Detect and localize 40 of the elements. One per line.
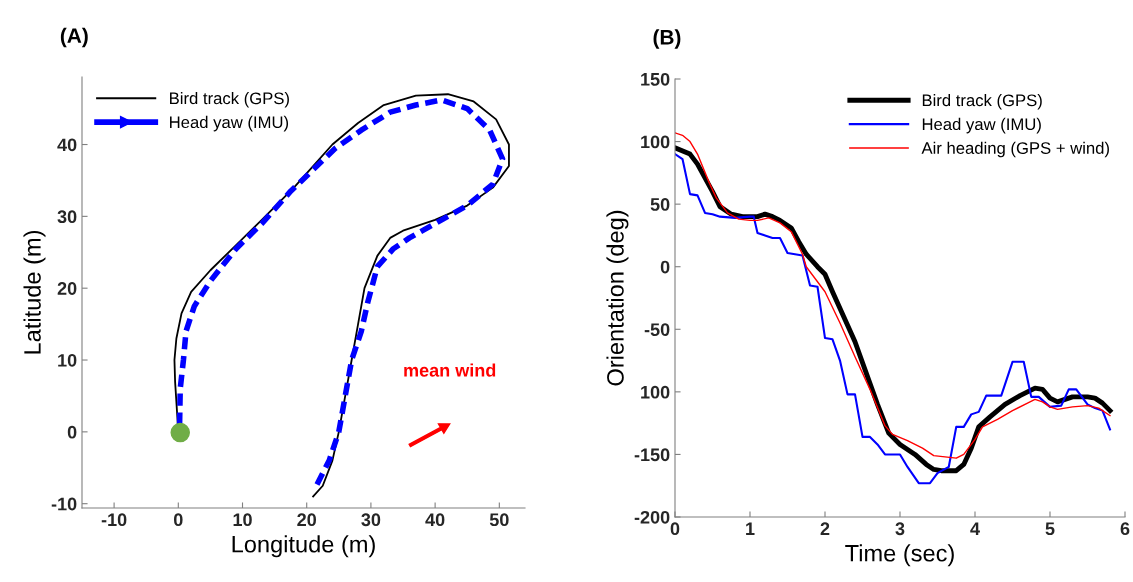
y-tick-label: 40 (57, 138, 77, 152)
y-tick-label: 50 (650, 198, 670, 211)
annotation: mean wind (404, 363, 496, 377)
y-tick-label: -10 (51, 497, 77, 511)
x-tick-label: 20 (297, 513, 317, 527)
y-tick-label: -50 (644, 323, 670, 337)
y-tick-label: 20 (57, 282, 77, 295)
y-axis-title: Orientation (deg) (606, 210, 629, 386)
x-tick-label: 0 (174, 513, 183, 527)
x-tick-label: 5 (1045, 522, 1055, 536)
legend-label: Air heading (GPS + wind) (921, 141, 1109, 158)
legend-label: Bird track (GPS) (170, 92, 289, 108)
y-tick-label: 30 (57, 210, 77, 224)
x-tick-label: 30 (361, 513, 381, 527)
x-tick-label: -10 (101, 513, 127, 527)
x-tick-label: 2 (820, 522, 830, 535)
y-axis-title: Latitude (m) (23, 230, 46, 354)
x-tick-label: 3 (895, 522, 905, 536)
legend-label: Bird track (GPS) (922, 94, 1042, 110)
y-tick-label: -200 (634, 510, 670, 524)
y-tick-label: 0 (660, 260, 670, 274)
x-tick-label: 0 (670, 522, 680, 536)
y-tick-label: -150 (634, 448, 670, 462)
y-tick-label: 100 (641, 135, 670, 149)
chart-title: (B) (653, 29, 681, 49)
x-axis-title: Longitude (m) (232, 535, 375, 558)
y-tick-label: 150 (641, 72, 670, 86)
legend-label: Head yaw (IMU) (170, 115, 289, 132)
chart-title: (A) (60, 27, 88, 48)
y-tick-label: 0 (67, 425, 77, 439)
legend-label: Head yaw (IMU) (922, 117, 1041, 134)
y-tick-label: 10 (58, 353, 77, 367)
x-tick-label: 1 (746, 522, 755, 535)
x-tick-label: 10 (233, 513, 252, 527)
x-axis-title: Time (sec) (845, 544, 954, 567)
y-tick-label: 100 (641, 385, 670, 399)
x-tick-label: 4 (970, 522, 980, 535)
x-tick-label: 40 (425, 513, 445, 527)
x-tick-label: 6 (1120, 522, 1130, 536)
x-tick-label: 50 (489, 513, 509, 527)
